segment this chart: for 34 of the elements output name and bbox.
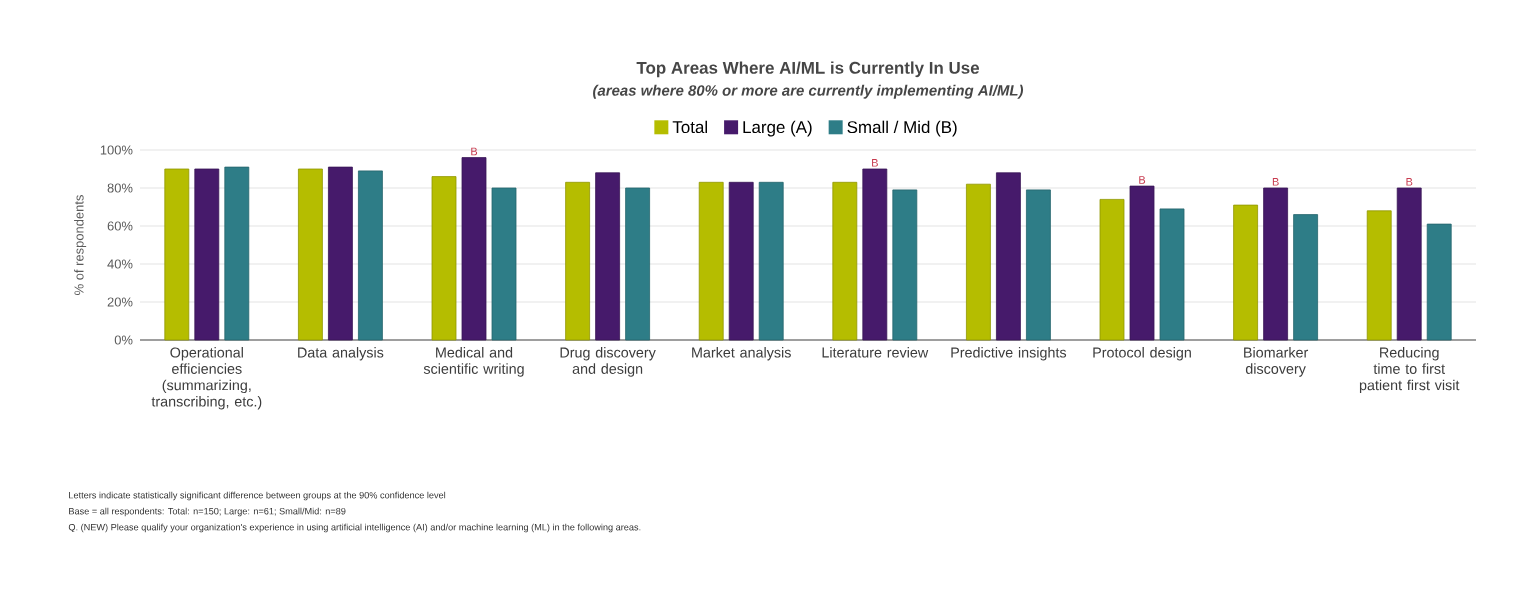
bar: [832, 181, 858, 341]
bar: [758, 181, 784, 341]
bar: [1159, 208, 1185, 341]
bar: [698, 181, 724, 341]
bar: [1293, 214, 1319, 341]
bar: [565, 181, 591, 341]
bar: [328, 166, 353, 341]
bar: [358, 170, 383, 341]
bar: [996, 172, 1021, 341]
bar: [1396, 187, 1422, 341]
bar: [595, 172, 621, 341]
bar: [892, 189, 918, 341]
bar: [966, 183, 991, 341]
chart-title: Top Areas Where AI/ML is Currently In Use: [636, 61, 980, 78]
bar: [1026, 189, 1051, 341]
bar: [461, 157, 487, 341]
bar: [224, 166, 250, 341]
bar: [1263, 187, 1289, 341]
bar: [625, 187, 651, 341]
bar: [431, 176, 457, 341]
bar: [728, 181, 754, 341]
bar: [862, 168, 888, 341]
bar: [194, 168, 220, 341]
legend-label: Small / Mid (B): [847, 120, 957, 137]
bar: [1099, 199, 1125, 341]
bar: [298, 168, 323, 341]
bar: [491, 187, 517, 341]
bar: [1366, 210, 1392, 341]
bar: [1129, 185, 1155, 341]
bar: [164, 168, 190, 341]
legend-label: Large (A): [743, 120, 812, 137]
legend-label: Total: [672, 120, 707, 134]
bar: [1426, 223, 1452, 341]
bar: [1233, 204, 1259, 341]
